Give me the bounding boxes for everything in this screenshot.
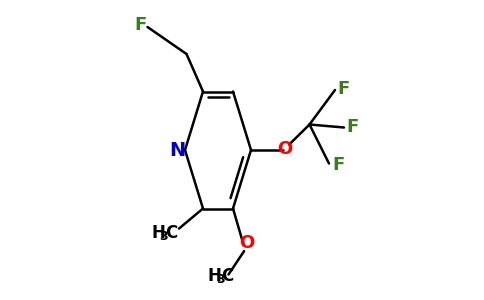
Text: F: F <box>135 16 147 34</box>
Text: O: O <box>277 140 292 158</box>
Text: N: N <box>169 140 186 160</box>
Text: 3: 3 <box>160 230 168 243</box>
Text: F: F <box>347 118 359 136</box>
Text: C: C <box>166 224 178 242</box>
Text: H: H <box>207 267 221 285</box>
Text: 3: 3 <box>216 273 225 286</box>
Text: O: O <box>240 234 255 252</box>
Text: H: H <box>151 224 165 242</box>
Text: F: F <box>337 80 349 98</box>
Text: F: F <box>332 156 344 174</box>
Text: C: C <box>221 267 233 285</box>
